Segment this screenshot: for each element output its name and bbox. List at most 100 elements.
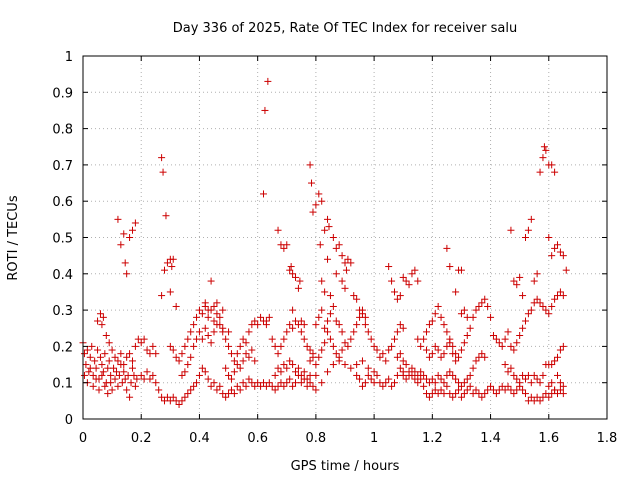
data-point xyxy=(242,339,250,347)
data-point xyxy=(324,215,332,223)
data-point xyxy=(367,375,375,383)
data-point xyxy=(382,379,390,387)
data-point xyxy=(449,371,457,379)
data-point xyxy=(110,364,118,372)
data-point xyxy=(95,386,103,394)
data-point xyxy=(118,379,126,387)
data-point xyxy=(554,241,562,249)
data-point xyxy=(329,234,337,241)
data-point xyxy=(86,353,94,361)
data-point xyxy=(466,371,474,379)
data-point xyxy=(463,313,471,321)
data-point xyxy=(437,353,445,361)
data-point xyxy=(329,361,337,369)
data-point xyxy=(460,379,468,387)
data-point xyxy=(159,168,167,176)
data-point xyxy=(428,317,436,325)
data-point xyxy=(123,386,131,394)
data-point xyxy=(277,342,285,350)
data-point xyxy=(108,346,116,354)
data-point xyxy=(286,375,294,383)
data-point xyxy=(338,328,346,336)
data-point xyxy=(399,273,407,281)
data-point xyxy=(261,106,269,114)
data-point xyxy=(519,324,527,332)
data-point xyxy=(318,346,326,354)
data-point xyxy=(481,353,489,361)
data-point xyxy=(373,346,381,354)
data-point xyxy=(312,201,320,209)
data-point xyxy=(440,350,448,358)
data-point xyxy=(121,375,129,383)
data-point xyxy=(332,317,340,325)
x-axis-label: GPS time / hours xyxy=(291,459,400,474)
data-point xyxy=(329,302,337,310)
data-point xyxy=(475,302,483,310)
data-point xyxy=(385,375,393,383)
data-point xyxy=(457,310,465,318)
data-point xyxy=(181,368,189,376)
data-point xyxy=(463,332,471,340)
y-tick-label: 0.1 xyxy=(52,377,73,392)
data-point xyxy=(207,382,215,390)
data-point xyxy=(326,335,334,343)
data-point xyxy=(297,328,305,336)
data-point xyxy=(492,335,500,343)
data-point xyxy=(131,219,139,227)
data-point xyxy=(207,339,215,347)
data-point xyxy=(274,350,282,358)
data-point xyxy=(341,361,349,369)
data-point xyxy=(158,292,166,300)
data-point xyxy=(204,306,212,314)
y-tick-label: 0.2 xyxy=(52,340,73,355)
data-point xyxy=(277,368,285,376)
data-point xyxy=(562,266,570,274)
data-point xyxy=(472,357,480,365)
data-point xyxy=(274,364,282,372)
data-point xyxy=(195,371,203,379)
x-tick-label: 0.6 xyxy=(247,431,268,446)
data-point xyxy=(184,390,192,398)
data-point xyxy=(283,328,291,336)
data-point xyxy=(390,335,398,343)
data-point xyxy=(463,386,471,394)
data-point xyxy=(80,350,88,358)
data-point xyxy=(434,346,442,354)
data-point xyxy=(431,342,439,350)
data-point xyxy=(446,339,454,347)
data-point xyxy=(245,375,253,383)
data-point xyxy=(239,357,247,365)
data-point xyxy=(551,295,559,303)
data-point xyxy=(428,350,436,358)
data-point xyxy=(326,310,334,318)
data-point xyxy=(536,299,544,307)
data-point xyxy=(393,328,401,336)
axis-ticks: 0 0.2 0.4 0.6 0.8 1 1.2 1.4 1.6 1.8 0 0.1 0.2 0.3 0.4 0… xyxy=(52,50,617,446)
data-point xyxy=(98,371,106,379)
y-tick-label: 0.7 xyxy=(52,159,73,174)
data-point xyxy=(294,284,302,292)
data-point xyxy=(289,382,297,390)
data-point xyxy=(265,313,273,321)
data-point xyxy=(342,266,350,274)
data-point xyxy=(443,328,451,336)
data-point xyxy=(190,382,198,390)
data-point xyxy=(358,357,366,365)
data-point xyxy=(545,310,553,318)
data-point xyxy=(315,313,323,321)
data-point xyxy=(120,230,128,238)
data-point xyxy=(114,357,122,365)
data-point xyxy=(233,382,241,390)
data-point xyxy=(242,382,250,390)
data-point xyxy=(516,273,524,281)
data-point xyxy=(385,263,393,271)
data-point xyxy=(556,346,564,354)
data-point xyxy=(353,361,361,369)
y-tick-label: 1 xyxy=(65,50,73,65)
data-point xyxy=(358,382,366,390)
data-point xyxy=(292,368,300,376)
data-point xyxy=(312,361,320,369)
data-point xyxy=(120,368,128,376)
data-point xyxy=(222,393,230,401)
